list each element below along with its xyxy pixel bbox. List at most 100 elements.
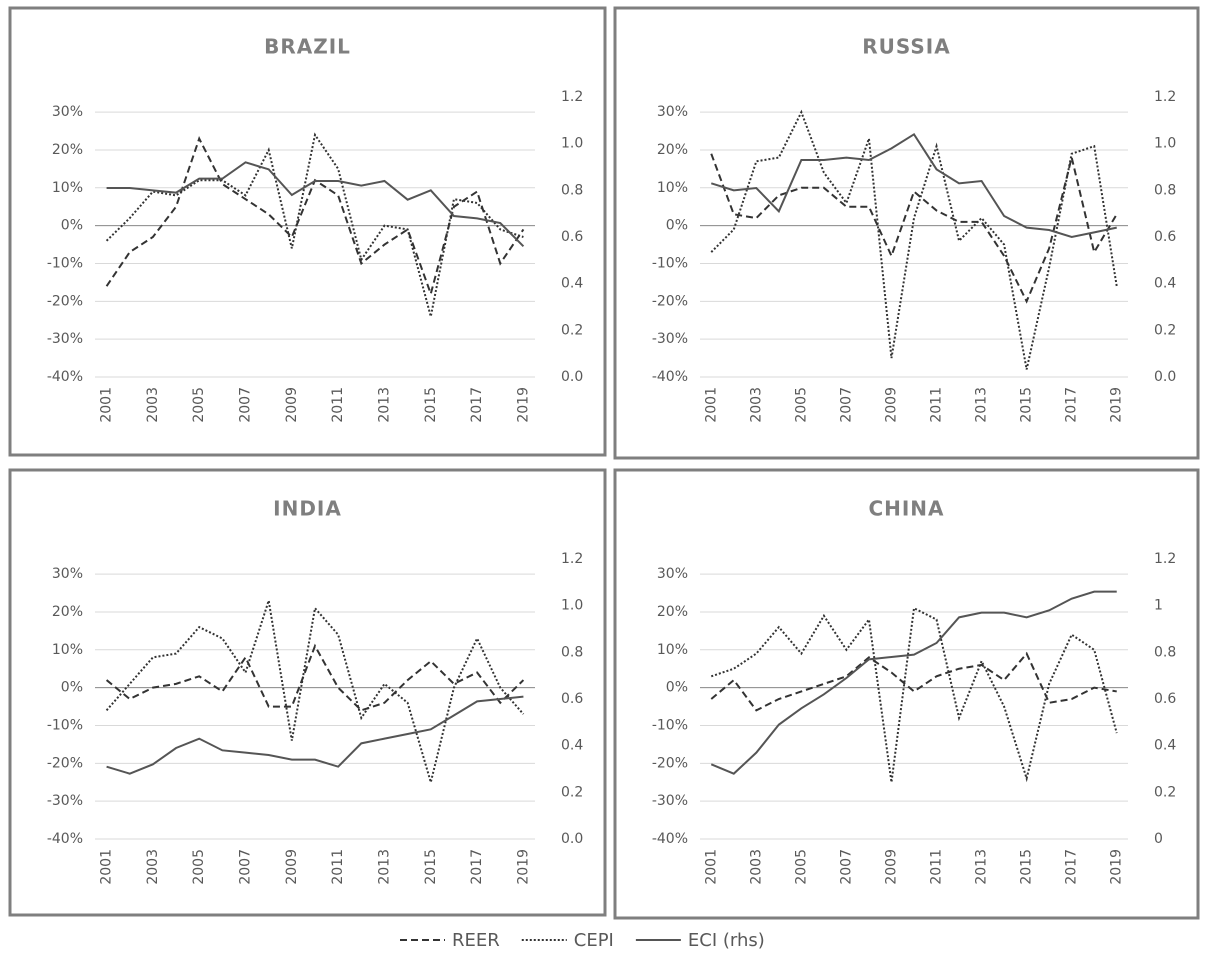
y-tick-label: 20% [52, 604, 83, 620]
x-tick-label: 2005 [191, 849, 207, 885]
legend-label: CEPI [574, 930, 614, 951]
x-tick-label: 2003 [748, 387, 764, 423]
y2-tick-label: 1.0 [561, 598, 583, 614]
y2-tick-label: 0.0 [561, 369, 583, 385]
y-tick-label: 20% [657, 604, 688, 620]
panel: BRAZIL -40% -30% -20% -10% 0% 10% 20% 30% 0.0 0.2 0… [8, 6, 607, 457]
series-line [105, 600, 525, 787]
x-tick-label: 2011 [929, 849, 945, 885]
y2-tick-label: 0.6 [561, 229, 583, 245]
y-tick-label: -10% [652, 255, 688, 271]
y2-tick-label: 0.4 [561, 738, 583, 754]
x-tick-label: 2007 [838, 849, 854, 885]
x-tick-label: 2001 [99, 387, 115, 423]
x-tick-label: 2007 [238, 849, 254, 885]
x-tick-label: 2007 [238, 387, 254, 423]
series-line [710, 132, 1117, 239]
y2-tick-label: 0.6 [561, 691, 583, 707]
x-tick-label: 2009 [284, 849, 300, 885]
x-tick-label: 2017 [469, 387, 485, 423]
x-tick-label: 2005 [793, 849, 809, 885]
y-tick-label: 10% [657, 180, 688, 196]
y2-tick-label: 1.0 [1154, 136, 1176, 152]
panel-title: INDIA [273, 497, 342, 521]
y-tick-label: -10% [652, 717, 688, 733]
y-tick-label: -40% [47, 369, 83, 385]
y2-tick-label: 1 [1154, 598, 1163, 614]
y-tick-label: 20% [657, 142, 688, 158]
x-tick-label: 2009 [284, 387, 300, 423]
x-tick-label: 2013 [376, 849, 392, 885]
y2-tick-label: 0.2 [561, 784, 583, 800]
y-tick-label: -40% [652, 831, 688, 847]
y-tick-label: 10% [52, 180, 83, 196]
series-line [105, 132, 524, 317]
x-tick-label: 2015 [1019, 387, 1035, 423]
panel-frame [613, 6, 1200, 460]
series-line [710, 109, 1118, 370]
y-tick-label: 20% [52, 142, 83, 158]
y-tick-label: -40% [47, 831, 83, 847]
y-tick-label: -30% [652, 331, 688, 347]
y2-tick-label: 0.8 [561, 644, 583, 660]
y2-tick-label: 0.6 [1154, 691, 1176, 707]
y-tick-label: 30% [657, 566, 688, 582]
x-tick-label: 2003 [748, 849, 764, 885]
x-tick-label: 2011 [330, 849, 346, 885]
y-tick-label: 0% [666, 680, 688, 696]
y-tick-label: -30% [47, 793, 83, 809]
panel-title: BRAZIL [264, 35, 351, 59]
x-tick-label: 2019 [1109, 387, 1125, 423]
x-tick-label: 2009 [883, 849, 899, 885]
series-line [106, 161, 525, 248]
y2-tick-label: 0.8 [1154, 182, 1176, 198]
y2-tick-label: 0.2 [561, 322, 583, 338]
y-tick-label: -20% [652, 293, 688, 309]
y2-tick-label: 0.8 [1154, 644, 1176, 660]
y-tick-label: -30% [652, 793, 688, 809]
y-tick-label: 30% [657, 104, 688, 120]
y-tick-label: -40% [652, 369, 688, 385]
y-tick-label: 10% [52, 642, 83, 658]
y2-tick-label: 0.0 [1154, 369, 1176, 385]
y-tick-label: -10% [47, 717, 83, 733]
legend: REER CEPI ECI (rhs) [400, 930, 765, 951]
x-tick-label: 2015 [423, 849, 439, 885]
x-tick-label: 2013 [974, 849, 990, 885]
y-tick-label: -10% [47, 255, 83, 271]
panel-frame [613, 468, 1200, 920]
y2-tick-label: 1.0 [561, 136, 583, 152]
panel: INDIA -40% -30% -20% -10% 0% 10% 20% 30% 0.0 0.2 0.… [8, 468, 607, 917]
y2-tick-label: 0.4 [1154, 738, 1176, 754]
y2-tick-label: 0.4 [561, 276, 583, 292]
y2-tick-label: 0.0 [561, 831, 583, 847]
y2-tick-label: 0.2 [1154, 322, 1176, 338]
panel: RUSSIA -40% -30% -20% -10% 0% 10% 20% 30% 0.0 0.2 0… [613, 6, 1200, 460]
y2-tick-label: 1.2 [561, 551, 583, 567]
series-line [710, 651, 1117, 712]
series-line [710, 606, 1118, 783]
y2-tick-label: 0.8 [561, 182, 583, 198]
y-tick-label: -20% [47, 755, 83, 771]
y-tick-label: 10% [657, 642, 688, 658]
y-tick-label: -20% [652, 755, 688, 771]
x-tick-label: 2017 [1064, 387, 1080, 423]
series-line [106, 695, 524, 775]
y-tick-label: 30% [52, 566, 83, 582]
y-tick-label: 0% [61, 680, 83, 696]
y2-tick-label: 0 [1154, 831, 1163, 847]
y2-tick-label: 1.2 [561, 89, 583, 105]
y2-tick-label: 1.2 [1154, 551, 1176, 567]
x-tick-label: 2001 [703, 849, 719, 885]
x-tick-label: 2015 [423, 387, 439, 423]
panel-frame [8, 468, 607, 917]
x-tick-label: 2011 [929, 387, 945, 423]
panel: CHINA -40% -30% -20% -10% 0% 10% 20% 30% 0 0.2 0.4 0… [613, 468, 1200, 920]
series-line [105, 643, 525, 712]
y-tick-label: -30% [47, 331, 83, 347]
y2-tick-label: 0.4 [1154, 276, 1176, 292]
panel-title: CHINA [868, 497, 944, 521]
legend-label: ECI (rhs) [688, 930, 765, 951]
